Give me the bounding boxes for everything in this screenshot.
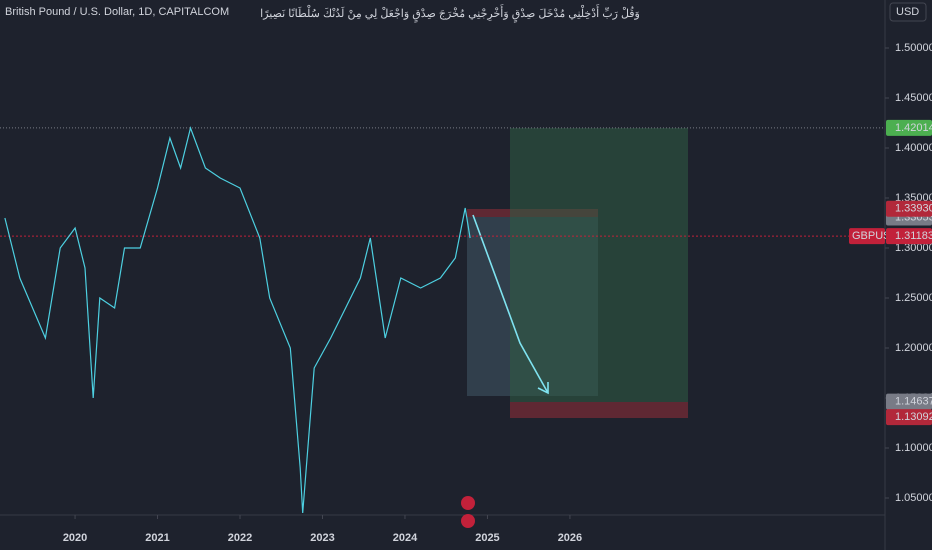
x-tick-label: 2022: [228, 532, 252, 544]
event-icon[interactable]: [461, 514, 475, 528]
price-badge-label: 1.31183: [895, 230, 932, 242]
long-target-zone: [510, 128, 688, 402]
currency-button[interactable]: [889, 2, 927, 22]
y-tick-label: 1.05000: [895, 492, 932, 504]
event-icon[interactable]: [461, 496, 475, 510]
price-badge-label: 1.14637: [895, 396, 932, 408]
price-line-series: [4, 125, 471, 514]
y-tick-label: 1.25000: [895, 292, 932, 304]
x-tick-label: 2025: [475, 532, 499, 544]
y-tick-label: 1.45000: [895, 92, 932, 104]
x-tick-label: 2026: [558, 532, 582, 544]
price-badge-label: 1.33930: [895, 203, 932, 215]
y-tick-label: 1.10000: [895, 442, 932, 454]
price-badge: [886, 200, 932, 217]
y-tick-label: 1.20000: [895, 342, 932, 354]
x-tick-label: 2023: [310, 532, 334, 544]
price-badge-label: 1.13092: [895, 411, 932, 423]
currency-label[interactable]: USD: [896, 6, 919, 18]
price-badge: [886, 228, 932, 245]
y-tick-label: 1.50000: [895, 42, 932, 54]
x-tick-label: 2021: [145, 532, 169, 544]
x-tick-label: 2024: [393, 532, 418, 544]
price-badge: [886, 409, 932, 426]
chart-subtitle: وَقُلْ رَبِّ أَدْخِلْنِي مُدْخَلَ صِدْقٍ…: [260, 4, 640, 23]
symbol-badge: [849, 228, 885, 245]
price-badge: [886, 393, 932, 410]
price-badge: [886, 119, 932, 136]
long-stop-zone: [510, 402, 688, 418]
x-tick-label: 2020: [63, 532, 87, 544]
y-tick-label: 1.40000: [895, 142, 932, 154]
price-badge-label: 1.42014: [895, 122, 932, 134]
y-tick-label: 1.30000: [895, 242, 932, 254]
arrow-path: [472, 214, 549, 394]
chart-title: British Pound / U.S. Dollar, 1D, CAPITAL…: [5, 6, 229, 18]
arrow-head: [537, 382, 549, 395]
